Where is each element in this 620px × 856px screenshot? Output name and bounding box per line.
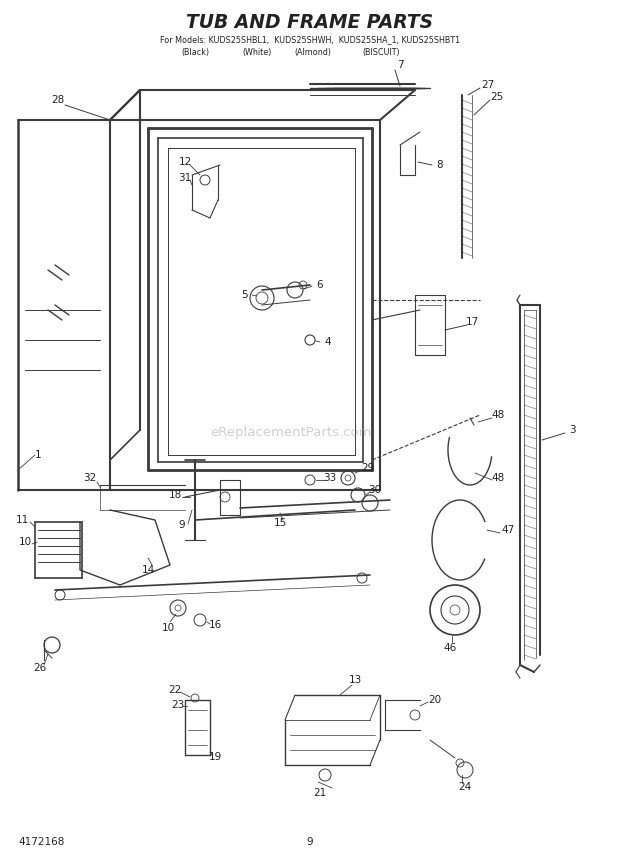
Text: 31: 31 (179, 173, 192, 183)
Text: 18: 18 (169, 490, 182, 500)
Text: 48: 48 (492, 410, 505, 420)
Text: 48: 48 (492, 473, 505, 483)
Text: 26: 26 (33, 663, 46, 673)
Text: 13: 13 (348, 675, 361, 685)
Text: 9: 9 (179, 520, 185, 530)
Text: 5: 5 (242, 290, 249, 300)
Text: 15: 15 (273, 518, 286, 528)
Text: (BISCUIT): (BISCUIT) (363, 47, 400, 56)
Text: 32: 32 (83, 473, 97, 483)
Text: 47: 47 (502, 525, 515, 535)
Text: 10: 10 (19, 537, 32, 547)
Text: 8: 8 (436, 160, 443, 170)
Text: 20: 20 (428, 695, 441, 705)
Text: 17: 17 (466, 317, 479, 327)
Text: TUB AND FRAME PARTS: TUB AND FRAME PARTS (187, 13, 433, 32)
Text: 9: 9 (307, 837, 313, 847)
Text: 21: 21 (313, 788, 327, 798)
Text: 12: 12 (179, 157, 192, 167)
Text: (Almond): (Almond) (294, 47, 332, 56)
Text: 25: 25 (490, 92, 503, 102)
Text: 23: 23 (171, 700, 185, 710)
Text: 4: 4 (325, 337, 331, 347)
Text: 7: 7 (397, 60, 404, 70)
Text: 11: 11 (16, 515, 29, 525)
Text: 22: 22 (169, 685, 182, 695)
Text: (Black): (Black) (181, 47, 210, 56)
Text: 1: 1 (35, 450, 42, 460)
Text: 24: 24 (458, 782, 472, 792)
Text: 6: 6 (317, 280, 323, 290)
Text: 27: 27 (481, 80, 495, 90)
Text: 3: 3 (569, 425, 575, 435)
Text: 19: 19 (208, 752, 221, 762)
Text: For Models: KUDS25SHBL1,  KUDS25SHWH,  KUDS25SHA_1, KUDS25SHBT1: For Models: KUDS25SHBL1, KUDS25SHWH, KUD… (160, 35, 460, 45)
Text: 10: 10 (161, 623, 175, 633)
Text: 16: 16 (208, 620, 221, 630)
Text: 14: 14 (141, 565, 154, 575)
Text: 33: 33 (324, 473, 337, 483)
Text: (White): (White) (242, 47, 272, 56)
Text: 28: 28 (51, 95, 64, 105)
Text: 29: 29 (361, 463, 374, 473)
Text: eReplacementParts.com: eReplacementParts.com (211, 425, 372, 439)
Text: 30: 30 (368, 485, 381, 495)
Text: 46: 46 (443, 643, 456, 653)
Text: 4172168: 4172168 (18, 837, 64, 847)
